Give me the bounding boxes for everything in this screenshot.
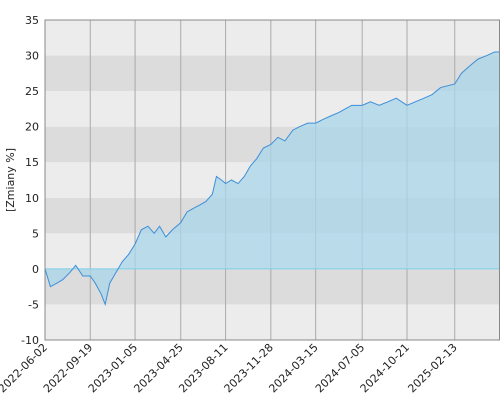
grid-band bbox=[45, 268, 500, 305]
x-tick-label: 2025-02-13 bbox=[405, 341, 459, 395]
area bbox=[45, 52, 500, 305]
grid-band bbox=[45, 304, 500, 340]
y-tick-label: 5 bbox=[32, 227, 39, 240]
grid-band bbox=[45, 55, 500, 92]
y-tick-label: -5 bbox=[28, 298, 39, 311]
y-tick-label: 30 bbox=[25, 50, 39, 63]
y-axis-label: [Zmiany %] bbox=[4, 148, 17, 212]
y-tick-label: 35 bbox=[25, 14, 39, 27]
y-tick-label: 0 bbox=[32, 263, 39, 276]
line bbox=[44, 51, 500, 307]
y-tick-label: 25 bbox=[25, 85, 39, 98]
grid-band bbox=[45, 20, 500, 56]
y-tick-label: -10 bbox=[21, 334, 39, 347]
y-tick-label: 20 bbox=[25, 121, 39, 134]
y-tick-label: 15 bbox=[25, 156, 39, 169]
y-tick-label: 10 bbox=[25, 192, 39, 205]
